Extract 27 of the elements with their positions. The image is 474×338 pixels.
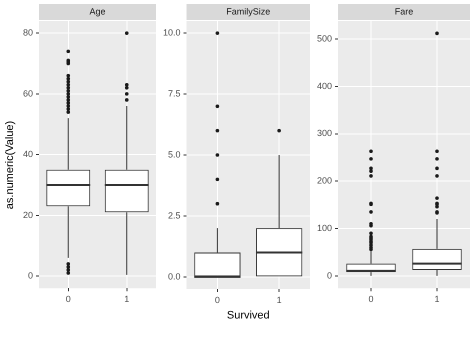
y-tick-label: 10.0 [162, 28, 181, 38]
y-tick-label: 20 [22, 210, 34, 220]
y-tick-label: 500 [316, 33, 332, 44]
y-tick-label: 0 [28, 270, 34, 281]
y-tick-label: 7.5 [168, 88, 181, 99]
x-axis-title: Survived [226, 309, 270, 322]
y-tick-label: 200 [316, 176, 332, 186]
y-tick-label: 300 [316, 128, 332, 138]
y-tick-label: 0.0 [168, 271, 181, 282]
x-tick-label: 1 [276, 294, 282, 305]
y-tick-label: 60 [22, 88, 34, 98]
x-tick-label: 0 [368, 294, 374, 304]
x-tick-label: 0 [214, 294, 220, 305]
chart-title: Fare [394, 6, 414, 16]
x-tick-label: 0 [66, 294, 71, 304]
y-tick-label: 0 [327, 270, 332, 280]
x-tick-label: 1 [124, 294, 130, 304]
y-tick-label: 400 [316, 80, 332, 91]
y-tick-label: 5.0 [168, 149, 181, 160]
y-tick-label: 2.5 [168, 210, 181, 220]
y-tick-label: 80 [22, 28, 34, 38]
chart-title: Age [90, 6, 106, 16]
y-axis-title: as.numeric(Value) [4, 120, 16, 210]
chart-title: FamilySize [226, 6, 270, 16]
x-tick-label: 1 [434, 294, 440, 304]
y-tick-label: 100 [316, 222, 332, 233]
y-tick-label: 40 [22, 149, 34, 160]
